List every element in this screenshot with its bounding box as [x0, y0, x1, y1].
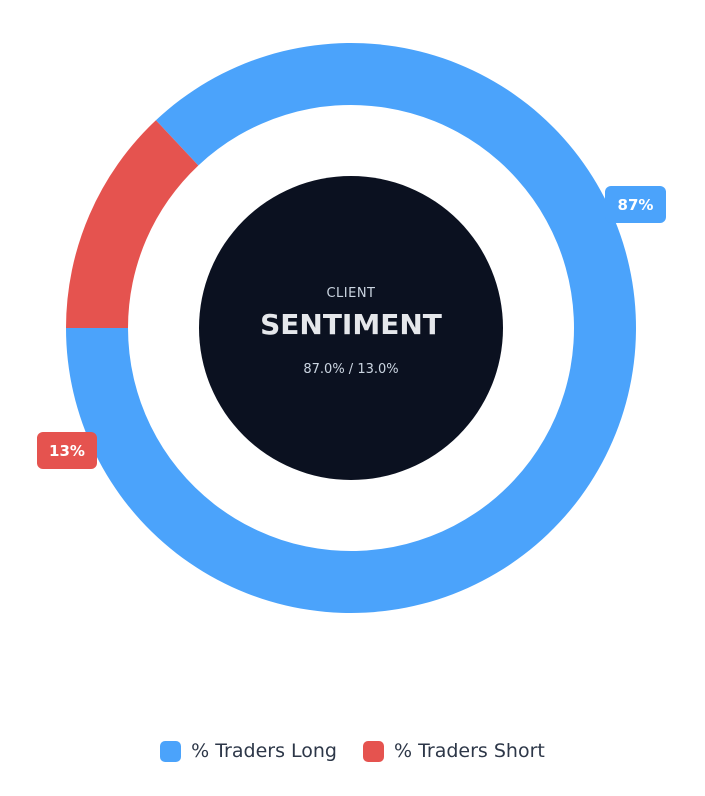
data-label-long-text: 87%	[618, 196, 654, 214]
center-label-sentiment: SENTIMENT	[260, 308, 442, 341]
legend-label-long: % Traders Long	[191, 740, 337, 762]
data-label-long-badge	[605, 186, 666, 223]
legend-label-short: % Traders Short	[393, 740, 545, 762]
data-label-short-text: 13%	[49, 442, 85, 460]
data-label-short: 13%	[37, 432, 97, 469]
center-disc	[199, 176, 503, 480]
doughnut-slices	[66, 42, 636, 614]
center-label-ratio: 87.0% / 13.0%	[303, 362, 398, 377]
legend-swatch-long	[160, 740, 182, 762]
data-label-short-badge	[37, 432, 97, 469]
legend-item-long[interactable]: % Traders Long	[160, 740, 337, 762]
chart-legend: % Traders Long % Traders Short	[0, 740, 705, 762]
center-label-client: CLIENT	[326, 286, 375, 301]
data-label-long: 87%	[605, 186, 666, 223]
slice-traders-short[interactable]	[66, 120, 199, 328]
legend-swatch-short	[362, 740, 384, 762]
legend-item-short[interactable]: % Traders Short	[362, 740, 545, 762]
